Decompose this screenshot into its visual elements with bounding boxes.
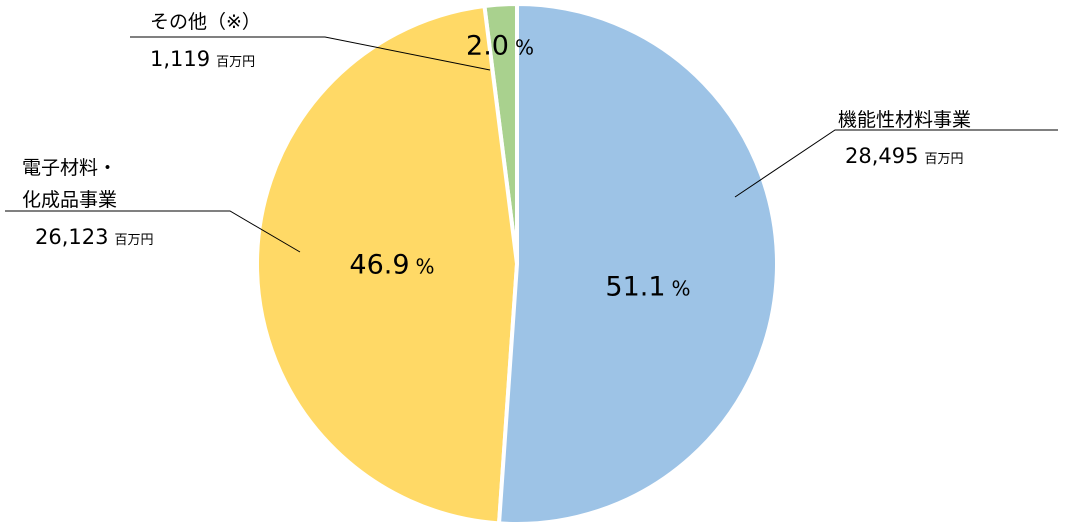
percent-value: 51.1 [605, 271, 666, 303]
leader-line [130, 36, 491, 71]
percent-unit: % [514, 35, 534, 60]
percent-unit: % [671, 276, 691, 301]
percent-unit: % [415, 254, 435, 279]
percent-value: 2.0 [466, 30, 509, 62]
percent-label: 2.0% [466, 31, 534, 62]
category-label: その他（※） [150, 11, 261, 33]
amount-unit: 百万円 [216, 55, 256, 70]
percent-label: 46.9% [349, 250, 434, 281]
pie-slice [496, 1, 779, 526]
amount-value: 26,123 [35, 225, 109, 249]
category-label: 電子材料・ 化成品事業 [22, 157, 118, 211]
amount-unit: 百万円 [924, 152, 964, 167]
leader-line [734, 129, 1058, 198]
pie-slice [255, 3, 520, 526]
amount-value: 1,119 [150, 47, 211, 71]
amount-label: 28,495 百万円 [845, 144, 964, 168]
category-label: 機能性材料事業 [838, 109, 972, 131]
amount-label: 1,119 百万円 [150, 47, 255, 71]
amount-label: 26,123 百万円 [35, 225, 154, 249]
amount-value: 28,495 [845, 144, 919, 168]
percent-label: 51.1% [605, 272, 690, 303]
leader-line [5, 210, 301, 253]
amount-unit: 百万円 [114, 233, 154, 248]
percent-value: 46.9 [349, 249, 410, 281]
